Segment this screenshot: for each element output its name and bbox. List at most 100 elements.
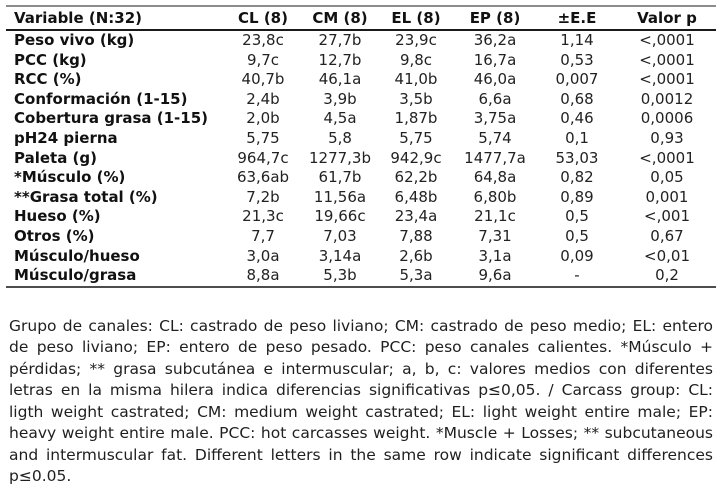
value-cell: 3,1a xyxy=(478,246,512,265)
value-cell: 7,2b xyxy=(246,187,280,206)
value-cell: 0,93 xyxy=(650,128,684,147)
table-row: Músculo/hueso 3,0a 3,14a 2,6b 3,1a 0,09 <0,01 xyxy=(6,247,716,267)
value-cell: 964,7c xyxy=(237,148,289,167)
value-cell: 0,89 xyxy=(560,187,594,206)
value-cell: 21,1c xyxy=(474,207,516,226)
value-cell: 9,6a xyxy=(478,266,512,285)
value-cell: 0,1 xyxy=(565,128,589,147)
value-cell: <,0001 xyxy=(639,148,695,167)
value-cell: 63,6ab xyxy=(236,168,290,187)
value-cell: 2,0b xyxy=(246,109,280,128)
value-cell: 23,4a xyxy=(394,207,438,226)
value-cell: 4,5a xyxy=(323,109,357,128)
table-body: Peso vivo (kg) 23,8c 27,7b 23,9c 36,2a 1,14 <,… xyxy=(6,30,716,287)
header-cm: CM (8) xyxy=(302,6,378,31)
value-cell: 62,2b xyxy=(394,168,438,187)
value-cell: 7,88 xyxy=(399,226,433,245)
row-label: Músculo/hueso xyxy=(14,246,140,265)
value-cell: <,001 xyxy=(644,207,690,226)
table-row: Peso vivo (kg) 23,8c 27,7b 23,9c 36,2a 1,14 <,… xyxy=(6,30,716,51)
value-cell: 41,0b xyxy=(394,70,438,89)
value-cell: 19,66c xyxy=(314,207,366,226)
value-cell: <,0001 xyxy=(639,31,695,49)
row-label: Otros (%) xyxy=(14,226,95,245)
results-table-container: Variable (N:32) CL (8) CM (8) EL (8) EP … xyxy=(6,5,716,288)
value-cell: 27,7b xyxy=(318,31,362,49)
row-label: RCC (%) xyxy=(14,70,82,89)
value-cell: 0,5 xyxy=(565,226,589,245)
row-label: pH24 pierna xyxy=(14,128,118,147)
value-cell: 0,0012 xyxy=(640,89,694,108)
table-row: **Grasa total (%) 7,2b 11,56a 6,48b 6,80b 0,8… xyxy=(6,188,716,208)
value-cell: 5,75 xyxy=(246,128,280,147)
value-cell: 8,8a xyxy=(246,266,280,285)
header-cl: CL (8) xyxy=(224,6,302,31)
row-label: Cobertura grasa (1-15) xyxy=(14,109,208,128)
table-row: Conformación (1-15) 2,4b 3,9b 3,5b 6,6a 0,68 0… xyxy=(6,90,716,110)
value-cell: 0,67 xyxy=(650,226,684,245)
row-label: Paleta (g) xyxy=(14,148,97,167)
value-cell: 0,46 xyxy=(560,109,594,128)
header-el: EL (8) xyxy=(378,6,454,31)
row-label: Conformación (1-15) xyxy=(14,89,188,108)
value-cell: 53,03 xyxy=(555,148,599,167)
value-cell: 9,8c xyxy=(399,50,433,69)
value-cell: 0,001 xyxy=(645,187,689,206)
header-row: Variable (N:32) CL (8) CM (8) EL (8) EP … xyxy=(6,6,716,31)
value-cell: 7,7 xyxy=(251,226,275,245)
value-cell: 0,5 xyxy=(565,207,589,226)
value-cell: 5,74 xyxy=(478,128,512,147)
value-cell: 1,14 xyxy=(560,31,594,49)
row-label: **Grasa total (%) xyxy=(14,187,158,206)
value-cell: 21,3c xyxy=(242,207,284,226)
value-cell: 23,9c xyxy=(395,31,437,49)
table-row: RCC (%) 40,7b 46,1a 41,0b 46,0a 0,007 <,0001 xyxy=(6,70,716,90)
value-cell: 3,0a xyxy=(246,246,280,265)
value-cell: 61,7b xyxy=(318,168,362,187)
table-row: Músculo/grasa 8,8a 5,3b 5,3a 9,6a - 0,2 xyxy=(6,266,716,287)
value-cell: 2,4b xyxy=(246,89,280,108)
value-cell: 7,31 xyxy=(478,226,512,245)
table-row: Cobertura grasa (1-15) 2,0b 4,5a 1,87b 3,75a… xyxy=(6,109,716,129)
value-cell: <,0001 xyxy=(639,70,695,89)
value-cell: 942,9c xyxy=(390,148,442,167)
value-cell: 64,8a xyxy=(473,168,517,187)
value-cell: 7,03 xyxy=(323,226,357,245)
value-cell: 16,7a xyxy=(473,50,517,69)
value-cell: 1,87b xyxy=(394,109,438,128)
value-cell: 3,9b xyxy=(323,89,357,108)
value-cell: 5,8 xyxy=(328,128,352,147)
header-variable: Variable (N:32) xyxy=(6,6,224,31)
value-cell: 3,75a xyxy=(473,109,517,128)
value-cell: 1277,3b xyxy=(308,148,371,167)
value-cell: 46,1a xyxy=(318,70,362,89)
table-header: Variable (N:32) CL (8) CM (8) EL (8) EP … xyxy=(6,6,716,31)
value-cell: 3,14a xyxy=(318,246,362,265)
value-cell: 0,82 xyxy=(560,168,594,187)
value-cell: 0,0006 xyxy=(640,109,694,128)
value-cell: 46,0a xyxy=(473,70,517,89)
table-row: *Músculo (%) 63,6ab 61,7b 62,2b 64,8a 0,82 0,0… xyxy=(6,168,716,188)
table-row: pH24 pierna 5,75 5,8 5,75 5,74 0,1 0,93 xyxy=(6,129,716,149)
value-cell: 0,09 xyxy=(560,246,594,265)
value-cell: 0,007 xyxy=(555,70,599,89)
value-cell: 6,80b xyxy=(473,187,517,206)
value-cell: 0,05 xyxy=(650,168,684,187)
header-p-value: Valor p xyxy=(618,6,716,31)
value-cell: 0,68 xyxy=(560,89,594,108)
table-footnote: Grupo de canales: CL: castrado de peso l… xyxy=(9,316,713,486)
value-cell: - xyxy=(574,266,580,285)
value-cell: 0,2 xyxy=(655,266,679,285)
value-cell: 6,6a xyxy=(478,89,512,108)
row-label: PCC (kg) xyxy=(14,50,87,69)
value-cell: 0,53 xyxy=(560,50,594,69)
value-cell: 23,8c xyxy=(242,31,284,49)
results-table: Variable (N:32) CL (8) CM (8) EL (8) EP … xyxy=(6,5,716,288)
table-row: Hueso (%) 21,3c 19,66c 23,4a 21,1c 0,5 <,001 xyxy=(6,207,716,227)
value-cell: 5,3b xyxy=(323,266,357,285)
value-cell: 5,75 xyxy=(399,128,433,147)
header-standard-error: ±E.E xyxy=(536,6,618,31)
row-label: *Músculo (%) xyxy=(14,168,126,187)
value-cell: 11,56a xyxy=(313,187,367,206)
table-row: Paleta (g) 964,7c 1277,3b 942,9c 1477,7a 53,0… xyxy=(6,149,716,169)
